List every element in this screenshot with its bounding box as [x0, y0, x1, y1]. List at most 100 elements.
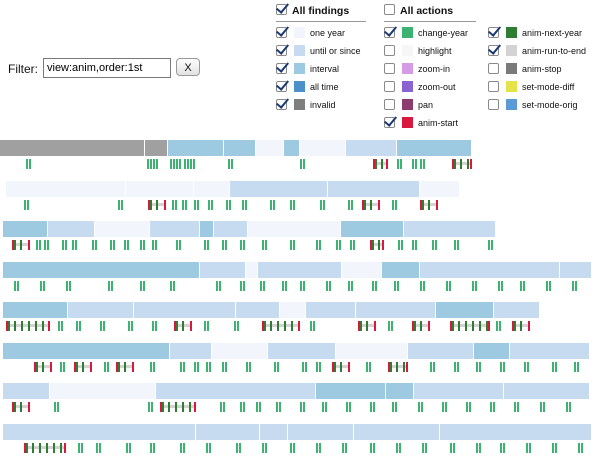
change-year-mark	[63, 362, 65, 372]
change-year-mark	[310, 321, 312, 331]
change-year-mark	[193, 159, 195, 169]
all-actions-label: All actions	[400, 5, 454, 17]
change-year-mark	[392, 200, 394, 210]
interval-checkbox[interactable]	[276, 63, 287, 74]
change-year-mark	[442, 402, 444, 412]
change-year-mark	[423, 159, 425, 169]
anim-next-year-mark	[14, 240, 16, 250]
zoom-out-checkbox[interactable]	[384, 81, 395, 92]
change-year-mark	[388, 321, 390, 331]
highlight-checkbox[interactable]	[384, 45, 395, 56]
all-time-swatch	[294, 81, 305, 92]
invalid-label: invalid	[310, 100, 336, 110]
all-actions-checkbox[interactable]	[384, 4, 395, 15]
finding-segment	[95, 221, 149, 237]
change-year-mark	[446, 281, 448, 291]
change-year-mark	[566, 402, 568, 412]
change-year-mark	[300, 159, 302, 169]
anim-start-mark	[6, 321, 8, 331]
anim-next-year-mark	[82, 362, 84, 372]
finding-segment	[474, 343, 509, 359]
pan-checkbox[interactable]	[384, 99, 395, 110]
filter-input[interactable]	[43, 58, 171, 78]
change-year-mark	[543, 402, 545, 412]
change-year-mark	[152, 321, 154, 331]
anim-next-year-mark	[20, 240, 22, 250]
anim-stop-checkbox[interactable]	[488, 63, 499, 74]
change-year-mark	[454, 362, 456, 372]
anim-next-year-mark	[396, 362, 398, 372]
anim-next-year-mark	[372, 240, 374, 250]
finding-segment	[6, 181, 125, 197]
change-year-mark	[240, 402, 242, 412]
finding-segment	[256, 140, 283, 156]
anim-start-mark	[332, 362, 334, 372]
anim-next-year-mark	[28, 321, 30, 331]
finding-segment	[134, 302, 235, 318]
set-mode-diff-checkbox[interactable]	[488, 81, 499, 92]
anim-next-year-mark	[156, 200, 158, 210]
anim-next-year-mark	[39, 443, 41, 453]
anim-next-year-mark	[486, 321, 488, 331]
change-year-mark	[370, 443, 372, 453]
clear-filter-button[interactable]: X	[176, 58, 200, 76]
anim-next-year-mark	[340, 362, 342, 372]
change-year-mark	[326, 281, 328, 291]
anim-next-year-mark	[420, 321, 422, 331]
change-year-mark	[500, 362, 502, 372]
change-year-mark	[243, 281, 245, 291]
change-year-mark	[126, 443, 128, 453]
change-year-mark	[156, 159, 158, 169]
all-findings-checkbox[interactable]	[276, 4, 287, 15]
anim-start-mark	[373, 159, 375, 169]
anim-start-checkbox[interactable]	[384, 117, 395, 128]
finding-segment	[200, 262, 245, 278]
finding-segment	[346, 140, 396, 156]
change-year-mark	[397, 281, 399, 291]
change-year-mark	[92, 240, 94, 250]
zoom-in-label: zoom-in	[418, 64, 451, 74]
change-year-mark	[520, 281, 522, 291]
anim-start-mark	[386, 159, 388, 169]
finding-segment	[0, 140, 144, 156]
set-mode-orig-checkbox[interactable]	[488, 99, 499, 110]
change-year-mark	[293, 240, 295, 250]
set-mode-diff-swatch	[506, 81, 517, 92]
anim-start-mark	[34, 362, 36, 372]
one-year-checkbox[interactable]	[276, 27, 287, 38]
all-time-checkbox[interactable]	[276, 81, 287, 92]
change-year-mark	[24, 200, 26, 210]
until-or-since-checkbox[interactable]	[276, 45, 287, 56]
change-year-mark	[370, 402, 372, 412]
anim-next-year-mark	[20, 402, 22, 412]
change-year-mark	[529, 443, 531, 453]
finding-segment	[145, 140, 167, 156]
change-year-mark	[61, 321, 63, 331]
anim-start-mark	[382, 240, 384, 250]
change-year-mark	[219, 281, 221, 291]
change-year-mark	[263, 281, 265, 291]
anim-next-year-checkbox[interactable]	[488, 27, 499, 38]
change-year-checkbox[interactable]	[384, 27, 395, 38]
change-year-mark	[153, 443, 155, 453]
invalid-checkbox[interactable]	[276, 99, 287, 110]
anim-next-year-mark	[46, 443, 48, 453]
change-year-mark	[62, 240, 64, 250]
anim-next-year-mark	[53, 443, 55, 453]
change-year-mark	[173, 159, 175, 169]
change-year-mark	[348, 281, 350, 291]
anim-run-to-end-checkbox[interactable]	[488, 45, 499, 56]
change-year-mark	[555, 443, 557, 453]
change-year-mark	[265, 443, 267, 453]
change-year-mark	[449, 281, 451, 291]
change-year-mark	[319, 443, 321, 453]
change-year-mark	[498, 281, 500, 291]
zoom-in-checkbox[interactable]	[384, 63, 395, 74]
anim-next-year-mark	[428, 200, 430, 210]
change-year-mark	[421, 402, 423, 412]
change-year-mark	[175, 200, 177, 210]
finding-segment	[288, 424, 353, 440]
anim-start-mark	[420, 200, 422, 210]
change-year-mark	[190, 159, 192, 169]
change-year-mark	[236, 443, 238, 453]
